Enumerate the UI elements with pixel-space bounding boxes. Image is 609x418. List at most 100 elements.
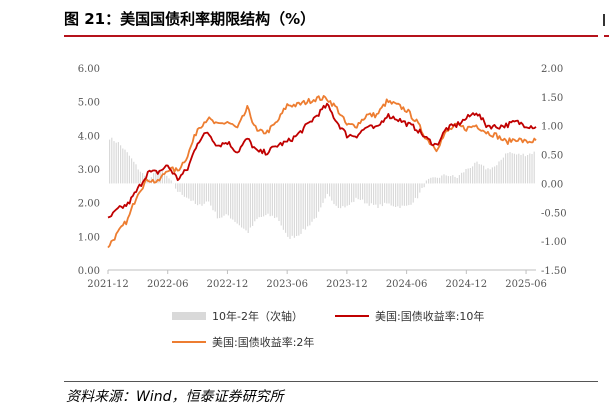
spread-bar	[456, 178, 458, 184]
spread-bar	[450, 176, 452, 184]
spread-bar	[170, 180, 172, 184]
spread-bar	[296, 183, 298, 236]
spread-bar	[135, 164, 137, 184]
spread-bar	[164, 173, 166, 184]
spread-bar	[128, 155, 130, 184]
next-figure-divider	[604, 35, 609, 37]
series-line-2y	[107, 95, 537, 249]
spread-bar	[181, 183, 183, 195]
y-left-tick-label: 5.00	[78, 98, 100, 109]
spread-bar	[401, 183, 403, 206]
spread-bar	[117, 142, 119, 184]
spread-bar	[126, 152, 128, 184]
spread-bar	[346, 183, 348, 206]
spread-bar	[221, 183, 223, 218]
spread-bar	[282, 183, 284, 230]
spread-bar	[133, 161, 135, 184]
spread-bar	[527, 155, 529, 184]
yield-lines	[107, 95, 537, 249]
x-tick-label: 2021-12	[87, 279, 129, 290]
spread-bar	[381, 183, 383, 207]
spread-bar	[403, 183, 405, 206]
spread-bar	[423, 183, 425, 188]
spread-bar	[366, 183, 368, 204]
spread-bar	[205, 183, 207, 202]
spread-bar	[474, 162, 476, 184]
y-right-tick-label: 1.50	[541, 93, 563, 104]
spread-bar	[302, 183, 304, 229]
spread-bar	[287, 183, 289, 237]
spread-bar	[309, 183, 311, 226]
spread-bar	[494, 166, 496, 184]
spread-bar	[122, 148, 124, 184]
spread-bar	[219, 183, 221, 219]
spread-bar	[111, 137, 113, 184]
spread-bar	[258, 183, 260, 218]
spread-bar	[478, 164, 480, 184]
spread-bar	[496, 165, 498, 184]
spread-bar	[467, 168, 469, 184]
x-tick-label: 2022-06	[147, 279, 189, 290]
spread-bar	[307, 183, 309, 227]
spread-bar	[120, 145, 122, 184]
spread-bar	[483, 165, 485, 184]
footer-divider	[64, 381, 598, 382]
spread-bar	[247, 183, 249, 233]
y-right-tick-label: 1.00	[541, 122, 563, 133]
spread-bar	[522, 153, 524, 184]
spread-bar	[412, 183, 414, 203]
spread-bar	[249, 183, 251, 228]
spread-bar	[388, 183, 390, 204]
spread-bar	[443, 174, 445, 184]
spread-bar	[408, 183, 410, 206]
spread-bar	[505, 153, 507, 184]
spread-bar	[274, 183, 276, 218]
spread-bar	[410, 183, 412, 205]
spread-bar	[452, 175, 454, 184]
spread-bar	[461, 172, 463, 184]
spread-bar	[214, 183, 216, 212]
spread-bar	[190, 183, 192, 201]
x-tick-label: 2025-06	[505, 279, 547, 290]
spread-bar	[509, 152, 511, 184]
spread-bar	[216, 183, 218, 219]
x-tick-label: 2024-06	[386, 279, 428, 290]
spread-bar	[500, 159, 502, 184]
spread-bar	[375, 183, 377, 205]
spread-bar	[491, 167, 493, 184]
spread-bar	[419, 183, 421, 193]
spread-bar	[351, 183, 353, 203]
spread-bar	[124, 149, 126, 184]
spread-bar	[236, 183, 238, 224]
y-left-tick-label: 0.00	[78, 266, 100, 277]
y-left-tick-label: 2.00	[78, 199, 100, 210]
spread-bar	[414, 183, 416, 198]
spread-bar	[518, 153, 520, 184]
spread-bar	[232, 183, 234, 220]
spread-bar	[324, 183, 326, 199]
spread-bar	[489, 169, 491, 184]
spread-bar	[278, 183, 280, 221]
spread-bar	[368, 183, 370, 206]
spread-bar	[406, 183, 408, 206]
spread-bar	[516, 154, 518, 184]
spread-bar	[166, 175, 168, 184]
spread-bar	[289, 183, 291, 239]
spread-bar	[157, 170, 159, 184]
y-left-tick-label: 4.00	[78, 131, 100, 142]
y-right-tick-label: -1.00	[541, 237, 567, 248]
spread-bar	[293, 183, 295, 238]
spread-bar	[362, 183, 364, 200]
spread-bar	[142, 173, 144, 184]
spread-bar	[322, 183, 324, 203]
spread-bar	[188, 183, 190, 199]
legend-label: 美国:国债收益率:2年	[212, 335, 314, 349]
x-tick-label: 2023-12	[326, 279, 368, 290]
spread-bar	[263, 183, 265, 217]
spread-bar	[153, 173, 155, 184]
spread-bar	[291, 183, 293, 236]
spread-bar	[241, 183, 243, 228]
spread-bar	[210, 183, 212, 206]
